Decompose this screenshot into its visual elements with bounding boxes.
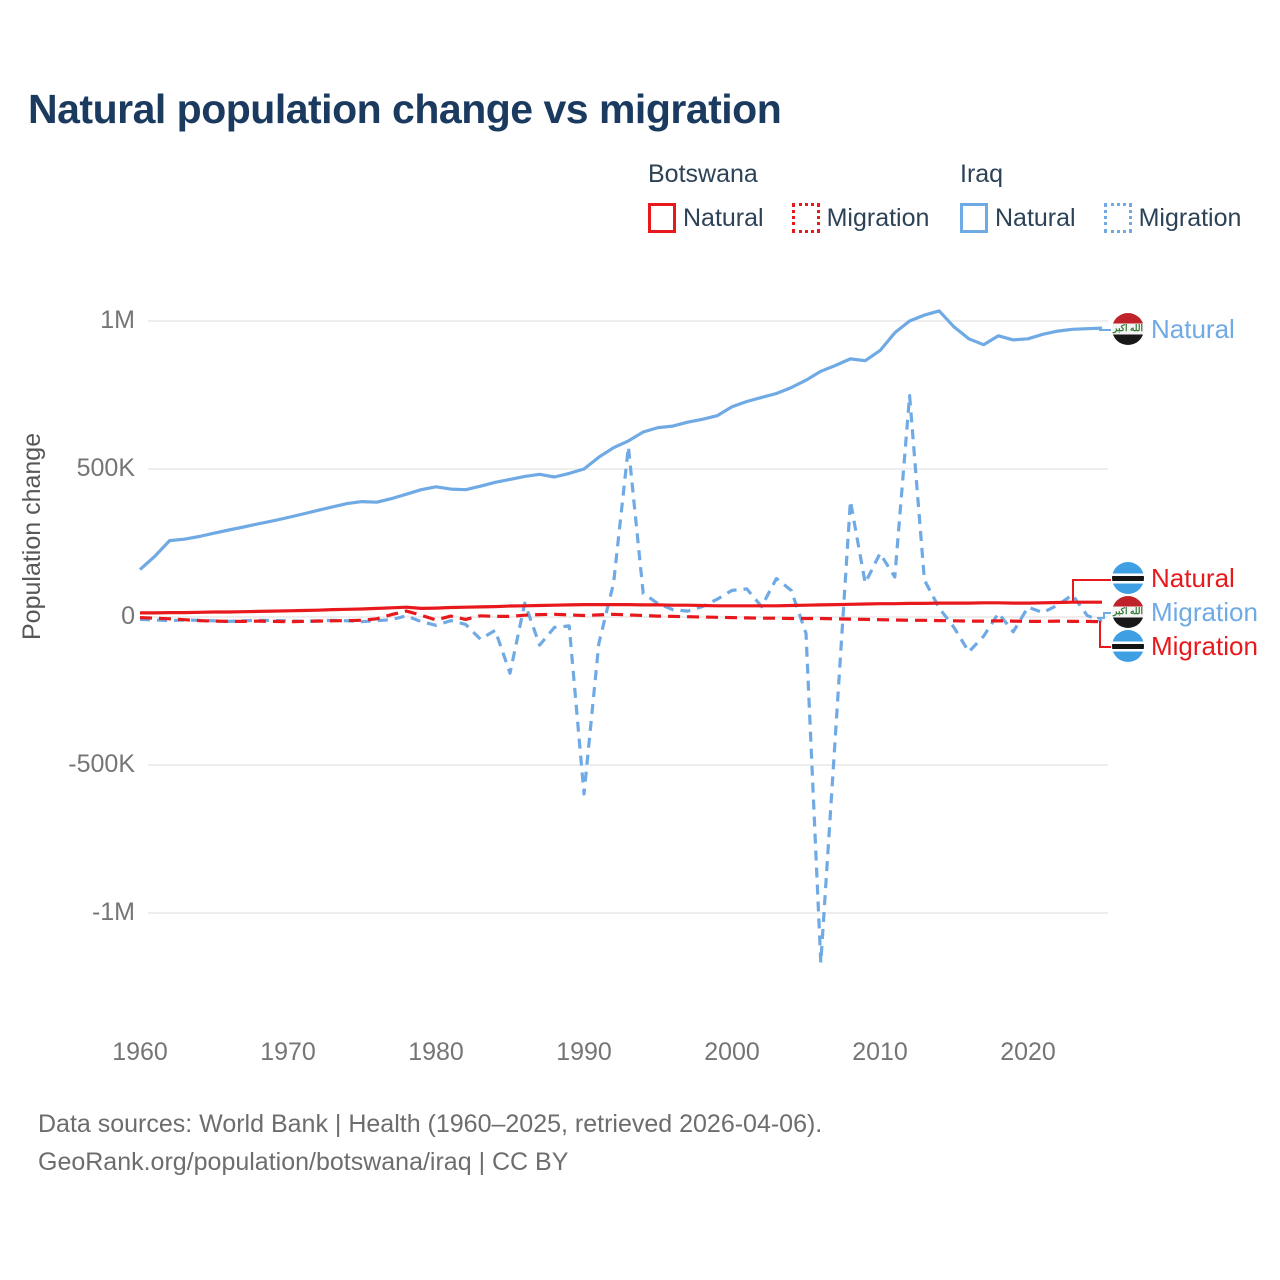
footer-attribution-line: GeoRank.org/population/botswana/iraq | C…	[38, 1148, 569, 1176]
y-tick-label: 0	[121, 602, 135, 630]
legend-swatch-dotted-icon	[1103, 203, 1132, 233]
end-label-iraq-migration: الله اكبر Migration	[1112, 596, 1258, 628]
end-label-connector	[1072, 579, 1111, 601]
legend-item-label: Natural	[995, 203, 1076, 232]
end-label-text: Migration	[1151, 596, 1258, 627]
y-tick-label: -500K	[68, 750, 135, 778]
series-line-iraq-migration	[139, 394, 1103, 965]
legend-item-label: Migration	[826, 203, 930, 232]
iraq-flag-icon: الله اكبر	[1112, 596, 1144, 628]
legend-header-iraq: Iraq	[960, 160, 1004, 188]
iraq-flag-icon: الله اكبر	[1112, 313, 1144, 345]
legend-item-label: Natural	[683, 203, 764, 232]
x-tick-label: 2020	[1000, 1038, 1056, 1066]
legend-item-botswana-natural[interactable]: Natural	[648, 203, 764, 233]
x-tick-label: 2000	[704, 1038, 760, 1066]
legend-group-botswana: Botswana Natural Migration	[648, 160, 929, 233]
legend-swatch-solid-icon	[960, 203, 988, 233]
legend-items-iraq: Natural Migration	[960, 203, 1241, 233]
legend-item-iraq-migration[interactable]: Migration	[1103, 203, 1242, 233]
page-title: Natural population change vs migration	[28, 86, 782, 132]
iraq-flag-script: الله اكبر	[1112, 606, 1143, 617]
botswana-flag-icon	[1112, 562, 1144, 594]
legend-item-label: Migration	[1138, 203, 1242, 232]
legend-group-iraq: Iraq Natural Migration	[960, 160, 1241, 233]
x-tick-label: 2010	[852, 1038, 908, 1066]
legend-item-botswana-migration[interactable]: Migration	[791, 203, 930, 233]
x-tick-label: 1980	[408, 1038, 464, 1066]
iraq-flag-script: الله اكبر	[1112, 323, 1143, 334]
footer-source-line: Data sources: World Bank | Health (1960–…	[38, 1110, 823, 1138]
end-label-connector	[1097, 612, 1111, 619]
end-label-connector	[1099, 621, 1111, 648]
end-label-iraq-natural: الله اكبر Natural	[1112, 313, 1235, 345]
end-label-text: Migration	[1151, 630, 1258, 661]
end-label-text: Natural	[1151, 562, 1235, 593]
end-label-botswana-migration: Migration	[1112, 630, 1258, 662]
botswana-flag-icon	[1112, 630, 1144, 662]
y-tick-label: 500K	[76, 454, 135, 482]
x-tick-label: 1990	[556, 1038, 612, 1066]
series-line-iraq-natural	[138, 309, 1103, 571]
series-line-botswana-migration	[139, 609, 1103, 624]
x-tick-label: 1960	[112, 1038, 168, 1066]
y-tick-label: 1M	[100, 306, 135, 334]
legend-items-botswana: Natural Migration	[648, 203, 929, 233]
x-tick-label: 1970	[260, 1038, 316, 1066]
legend-header-botswana: Botswana	[648, 160, 758, 188]
series-line-botswana-natural	[140, 600, 1102, 615]
legend-swatch-dotted-icon	[791, 203, 820, 233]
legend-item-iraq-natural[interactable]: Natural	[960, 203, 1076, 233]
y-tick-label: -1M	[91, 898, 135, 926]
end-label-text: Natural	[1151, 313, 1235, 344]
end-label-botswana-natural: Natural	[1112, 562, 1235, 594]
legend-swatch-solid-icon	[648, 203, 676, 233]
